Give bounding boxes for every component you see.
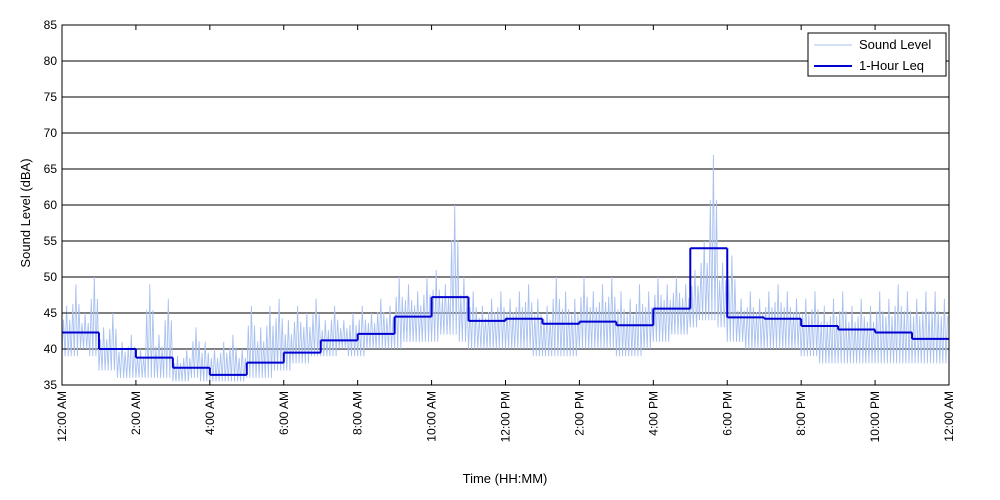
- y-tick-label-55: 55: [44, 234, 58, 248]
- x-tick-label-4: 8:00 AM: [351, 391, 365, 435]
- y-tick-label-35: 35: [44, 378, 58, 392]
- y-tick-label-40: 40: [44, 342, 58, 356]
- y-tick-label-65: 65: [44, 162, 58, 176]
- x-tick-label-9: 6:00 PM: [720, 391, 734, 436]
- x-tick-label-0: 12:00 AM: [55, 391, 69, 442]
- y-tick-label-75: 75: [44, 90, 58, 104]
- x-tick-label-12: 12:00 AM: [942, 391, 956, 442]
- sound-level-line: [61, 154, 948, 382]
- legend-label-sound-level: Sound Level: [859, 37, 931, 52]
- x-tick-label-2: 4:00 AM: [203, 391, 217, 435]
- x-tick-label-8: 4:00 PM: [646, 391, 660, 436]
- x-tick-label-7: 2:00 PM: [572, 391, 586, 436]
- legend-label-leq: 1-Hour Leq: [859, 58, 924, 73]
- y-axis-label: Sound Level (dBA): [18, 158, 33, 267]
- x-axis-label: Time (HH:MM): [463, 471, 548, 486]
- legend-box: [807, 32, 947, 77]
- y-tick-label-45: 45: [44, 306, 58, 320]
- x-tick-label-11: 10:00 PM: [868, 391, 882, 442]
- x-tick-label-1: 2:00 AM: [129, 391, 143, 435]
- x-tick-label-6: 12:00 PM: [499, 391, 513, 442]
- sound-level-series: [61, 154, 948, 382]
- y-tick-label-85: 85: [44, 18, 58, 32]
- x-tick-label-10: 8:00 PM: [794, 391, 808, 436]
- leq-series: [62, 247, 949, 376]
- x-tick-label-3: 6:00 AM: [277, 391, 291, 435]
- y-axis-ticks: 35 40 45 50 55 60 65 70 75 80 85: [44, 18, 67, 392]
- y-tick-label-50: 50: [44, 270, 58, 284]
- x-axis-ticks: 12:00 AM 2:00 AM 4:00 AM 6:00 AM 8:00 AM 10:0…: [55, 25, 956, 442]
- legend: Sound Level 1-Hour Leq: [807, 32, 947, 77]
- y-tick-label-70: 70: [44, 126, 58, 140]
- x-tick-label-5: 10:00 AM: [425, 391, 439, 442]
- y-tick-label-80: 80: [44, 54, 58, 68]
- y-tick-label-60: 60: [44, 198, 58, 212]
